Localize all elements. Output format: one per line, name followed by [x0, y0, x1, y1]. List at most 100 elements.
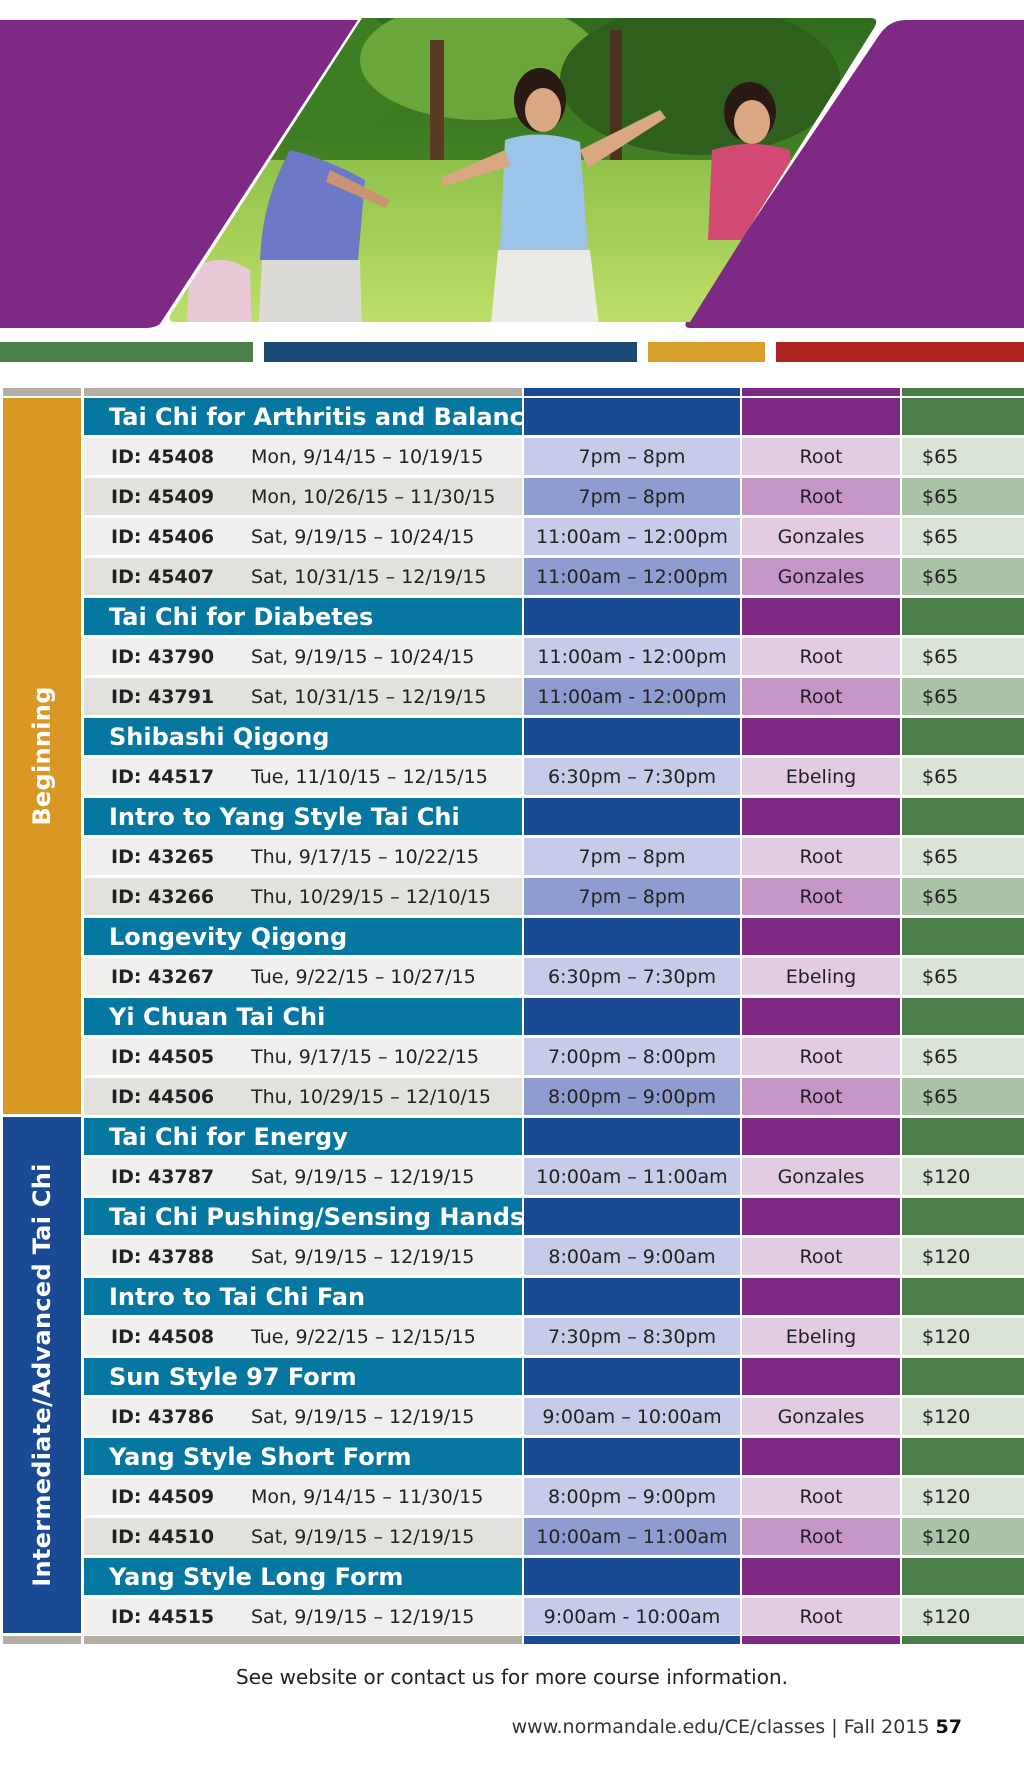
course-dates: Sat, 9/19/15 – 10/24/15 — [251, 525, 475, 548]
course-title: Yang Style Long Form — [84, 1558, 522, 1595]
color-stripe-red — [776, 342, 1024, 362]
course-id: ID: 44517 — [111, 765, 215, 788]
course-title: Tai Chi for Arthritis and Balance — [84, 398, 540, 435]
instructor-header-cell — [742, 1118, 900, 1155]
instructor-header-cell — [742, 398, 900, 435]
table-row: ID: 43266 Thu, 10/29/15 – 12/10/15 7pm – 8… — [84, 878, 1024, 915]
course-price: $120 — [902, 1398, 1024, 1435]
time-header-cell — [524, 1118, 740, 1155]
course-id: ID: 45409 — [111, 485, 215, 508]
course-dates: Sat, 9/19/15 – 12/19/15 — [251, 1165, 475, 1188]
price-header-cell — [902, 1198, 1024, 1235]
course-title-row: Yi Chuan Tai Chi — [84, 998, 1024, 1035]
course-price: $65 — [902, 838, 1024, 875]
course-title: Longevity Qigong — [84, 918, 522, 955]
course-info-cell: ID: 45407 Sat, 10/31/15 – 12/19/15 — [84, 558, 522, 595]
course-instructor: Gonzales — [742, 1398, 900, 1435]
course-price: $65 — [902, 638, 1024, 675]
course-instructor: Root — [742, 678, 900, 715]
course-instructor: Root — [742, 878, 900, 915]
course-id: ID: 44505 — [111, 1045, 215, 1068]
course-dates: Tue, 9/22/15 – 12/15/15 — [251, 1325, 476, 1348]
course-instructor: Root — [742, 838, 900, 875]
table-row: ID: 45408 Mon, 9/14/15 – 10/19/15 7pm – 8p… — [84, 438, 1024, 475]
table-row: ID: 44510 Sat, 9/19/15 – 12/19/15 10:00am … — [84, 1518, 1024, 1555]
table-row: ID: 43790 Sat, 9/19/15 – 10/24/15 11:00am … — [84, 638, 1024, 675]
time-header-cell — [524, 598, 740, 635]
course-title-row: Intro to Tai Chi Fan — [84, 1278, 1024, 1315]
course-time: 6:30pm – 7:30pm — [524, 958, 740, 995]
instructor-header-cell — [742, 1278, 900, 1315]
hero-photo — [0, 18, 1024, 328]
price-header-cell — [902, 718, 1024, 755]
course-id: ID: 44509 — [111, 1485, 215, 1508]
course-price: $65 — [902, 878, 1024, 915]
course-title-row: Intro to Yang Style Tai Chi — [84, 798, 1024, 835]
table-row: ID: 44508 Tue, 9/22/15 – 12/15/15 7:30pm –… — [84, 1318, 1024, 1355]
table-bottom-border — [3, 1636, 81, 1644]
table-row: ID: 45406 Sat, 9/19/15 – 10/24/15 11:00am … — [84, 518, 1024, 555]
course-info-cell: ID: 44517 Tue, 11/10/15 – 12/15/15 — [84, 758, 522, 795]
course-instructor: Root — [742, 1518, 900, 1555]
table-bottom-border — [84, 1636, 522, 1644]
course-id: ID: 45406 — [111, 525, 215, 548]
instructor-header-cell — [742, 598, 900, 635]
time-header-cell — [524, 798, 740, 835]
course-title: Yang Style Short Form — [84, 1438, 522, 1475]
table-row: ID: 43787 Sat, 9/19/15 – 12/19/15 10:00am … — [84, 1158, 1024, 1195]
course-price: $65 — [902, 1038, 1024, 1075]
hero-banner — [0, 0, 1024, 340]
course-instructor: Root — [742, 1598, 900, 1635]
course-dates: Thu, 10/29/15 – 12/10/15 — [251, 1085, 492, 1108]
course-title: Tai Chi for Energy — [84, 1118, 522, 1155]
table-bottom-border — [524, 1636, 740, 1644]
course-price: $65 — [902, 758, 1024, 795]
course-instructor: Ebeling — [742, 758, 900, 795]
section-band-intermediate: Intermediate/Advanced Tai Chi — [3, 1117, 81, 1633]
course-id: ID: 43790 — [111, 645, 215, 668]
price-header-cell — [902, 798, 1024, 835]
price-header-cell — [902, 398, 1024, 435]
time-header-cell — [524, 398, 740, 435]
course-price: $65 — [902, 438, 1024, 475]
course-title-row: Yang Style Long Form — [84, 1558, 1024, 1595]
course-info-cell: ID: 45406 Sat, 9/19/15 – 10/24/15 — [84, 518, 522, 555]
course-time: 7pm – 8pm — [524, 478, 740, 515]
course-id: ID: 43266 — [111, 885, 215, 908]
time-header-cell — [524, 1358, 740, 1395]
course-instructor: Root — [742, 478, 900, 515]
course-info-cell: ID: 43787 Sat, 9/19/15 – 12/19/15 — [84, 1158, 522, 1195]
course-info-cell: ID: 43788 Sat, 9/19/15 – 12/19/15 — [84, 1238, 522, 1275]
course-instructor: Root — [742, 1238, 900, 1275]
course-id: ID: 44515 — [111, 1605, 215, 1628]
course-instructor: Root — [742, 638, 900, 675]
table-row: ID: 44509 Mon, 9/14/15 – 11/30/15 8:00pm –… — [84, 1478, 1024, 1515]
course-dates: Sat, 9/19/15 – 12/19/15 — [251, 1605, 475, 1628]
course-info-cell: ID: 44508 Tue, 9/22/15 – 12/15/15 — [84, 1318, 522, 1355]
course-time: 7pm – 8pm — [524, 438, 740, 475]
course-instructor: Root — [742, 1478, 900, 1515]
instructor-header-cell — [742, 1198, 900, 1235]
course-price: $120 — [902, 1598, 1024, 1635]
course-dates: Sat, 9/19/15 – 12/19/15 — [251, 1525, 475, 1548]
course-dates: Mon, 10/26/15 – 11/30/15 — [251, 485, 496, 508]
course-dates: Sat, 9/19/15 – 10/24/15 — [251, 645, 475, 668]
course-title: Sun Style 97 Form — [84, 1358, 522, 1395]
price-header-cell — [902, 1278, 1024, 1315]
course-id: ID: 43265 — [111, 845, 215, 868]
course-title-row: Yang Style Short Form — [84, 1438, 1024, 1475]
course-id: ID: 44508 — [111, 1325, 215, 1348]
course-info-cell: ID: 43265 Thu, 9/17/15 – 10/22/15 — [84, 838, 522, 875]
course-time: 11:00am – 12:00pm — [524, 558, 740, 595]
instructor-header-cell — [742, 1558, 900, 1595]
time-header-cell — [524, 1438, 740, 1475]
course-dates: Mon, 9/14/15 – 10/19/15 — [251, 445, 484, 468]
course-time: 10:00am – 11:00am — [524, 1158, 740, 1195]
course-price: $65 — [902, 478, 1024, 515]
table-top-border — [3, 388, 81, 396]
instructor-header-cell — [742, 1438, 900, 1475]
course-time: 7pm – 8pm — [524, 878, 740, 915]
section-label: Intermediate/Advanced Tai Chi — [28, 1163, 56, 1587]
table-row: ID: 44517 Tue, 11/10/15 – 12/15/15 6:30pm … — [84, 758, 1024, 795]
course-info-cell: ID: 43786 Sat, 9/19/15 – 12/19/15 — [84, 1398, 522, 1435]
